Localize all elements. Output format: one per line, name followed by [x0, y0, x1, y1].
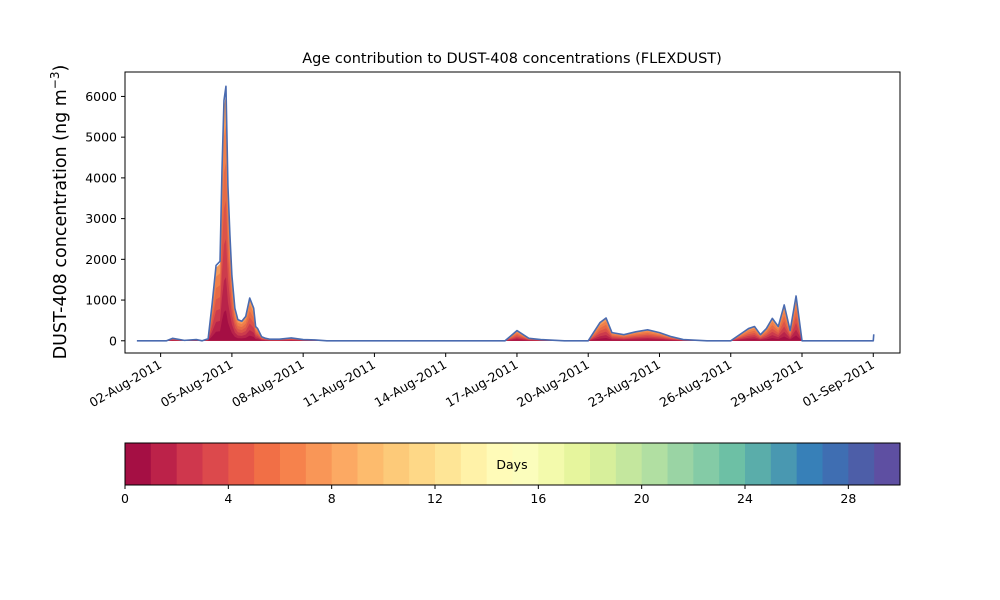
colorbar-bin	[848, 443, 875, 485]
y-tick-label: 4000	[85, 170, 117, 185]
y-axis-label: DUST-408 concentration (ng m−3)	[48, 65, 71, 360]
colorbar-bin	[770, 443, 798, 485]
colorbar-ticks: 0 4 8 12 16 20 24 28	[121, 485, 856, 506]
age-contribution-areas	[136, 93, 874, 341]
colorbar-bin	[615, 443, 643, 485]
x-tick-label: 02-Aug-2011	[87, 357, 165, 410]
colorbar-bin	[409, 443, 436, 485]
chart-title: Age contribution to DUST-408 concentrati…	[302, 51, 722, 67]
colorbar-bin	[150, 443, 178, 485]
colorbar-bin	[460, 443, 488, 485]
colorbar-bin	[383, 443, 410, 485]
colorbar-label: Days	[496, 457, 527, 472]
colorbar-bin	[202, 443, 229, 485]
y-axis-label-close: )	[51, 65, 71, 72]
y-tick-label: 5000	[85, 130, 117, 145]
age-band-area	[136, 93, 874, 341]
colorbar-tick-label: 12	[427, 491, 443, 506]
colorbar-bin	[667, 443, 694, 485]
colorbar-tick-label: 28	[840, 491, 856, 506]
y-axis-ticks: 0 1000 2000 3000 4000 5000 6000	[85, 89, 125, 348]
colorbar-bin	[228, 443, 255, 485]
x-tick-label: 26-Aug-2011	[657, 357, 735, 410]
total-series-line	[136, 85, 875, 342]
x-tick-label: 20-Aug-2011	[514, 357, 592, 410]
x-tick-label: 17-Aug-2011	[443, 357, 521, 410]
colorbar-bin	[590, 443, 617, 485]
y-tick-label: 6000	[85, 89, 117, 104]
colorbar-bin	[512, 443, 539, 485]
colorbar-bin	[641, 443, 669, 485]
y-axis-label-main: DUST-408 concentration (ng m	[51, 89, 71, 359]
colorbar: Days 0 4 8 12 16 20 24 28	[121, 442, 901, 506]
colorbar-bin	[305, 443, 333, 485]
colorbar-tick-label: 24	[737, 491, 753, 506]
y-axis-label-superscript: −3	[48, 71, 62, 89]
x-tick-label: 11-Aug-2011	[300, 357, 378, 410]
colorbar-bin	[486, 443, 514, 485]
plot-area: 0 1000 2000 3000 4000 5000 6000 02-Aug-201105-…	[85, 71, 901, 410]
colorbar-bin	[254, 443, 281, 485]
colorbar-tick-label: 16	[530, 491, 546, 506]
x-tick-label: 08-Aug-2011	[229, 357, 307, 410]
x-axis-ticks: 02-Aug-201105-Aug-201108-Aug-201111-Aug-…	[87, 353, 877, 410]
colorbar-bin	[822, 443, 849, 485]
plot-frame	[124, 71, 901, 354]
colorbar-bin	[435, 443, 462, 485]
y-tick-label: 1000	[85, 293, 117, 308]
colorbar-frame	[124, 442, 901, 486]
colorbar-bin	[176, 443, 204, 485]
colorbar-bin	[538, 443, 565, 485]
colorbar-bin	[357, 443, 384, 485]
colorbar-bin	[280, 443, 307, 485]
y-tick-label: 2000	[85, 252, 117, 267]
x-tick-label: 01-Sep-2011	[800, 357, 877, 410]
x-tick-label: 14-Aug-2011	[372, 357, 450, 410]
colorbar-tick-label: 0	[121, 491, 129, 506]
colorbar-tick-label: 20	[634, 491, 650, 506]
colorbar-bin	[719, 443, 746, 485]
colorbar-bin	[125, 443, 152, 485]
colorbar-tick-label: 8	[328, 491, 336, 506]
y-tick-label: 3000	[85, 211, 117, 226]
total-outline	[136, 85, 875, 342]
y-tick-label: 0	[109, 333, 117, 348]
colorbar-bins	[125, 443, 901, 485]
colorbar-bin	[796, 443, 824, 485]
x-tick-label: 29-Aug-2011	[728, 357, 806, 410]
colorbar-bin	[693, 443, 720, 485]
colorbar-bin	[874, 443, 901, 485]
x-tick-label: 05-Aug-2011	[158, 357, 236, 410]
colorbar-bin	[564, 443, 591, 485]
colorbar-bin	[745, 443, 772, 485]
colorbar-tick-label: 4	[224, 491, 232, 506]
colorbar-bin	[331, 443, 359, 485]
x-tick-label: 23-Aug-2011	[585, 357, 663, 410]
